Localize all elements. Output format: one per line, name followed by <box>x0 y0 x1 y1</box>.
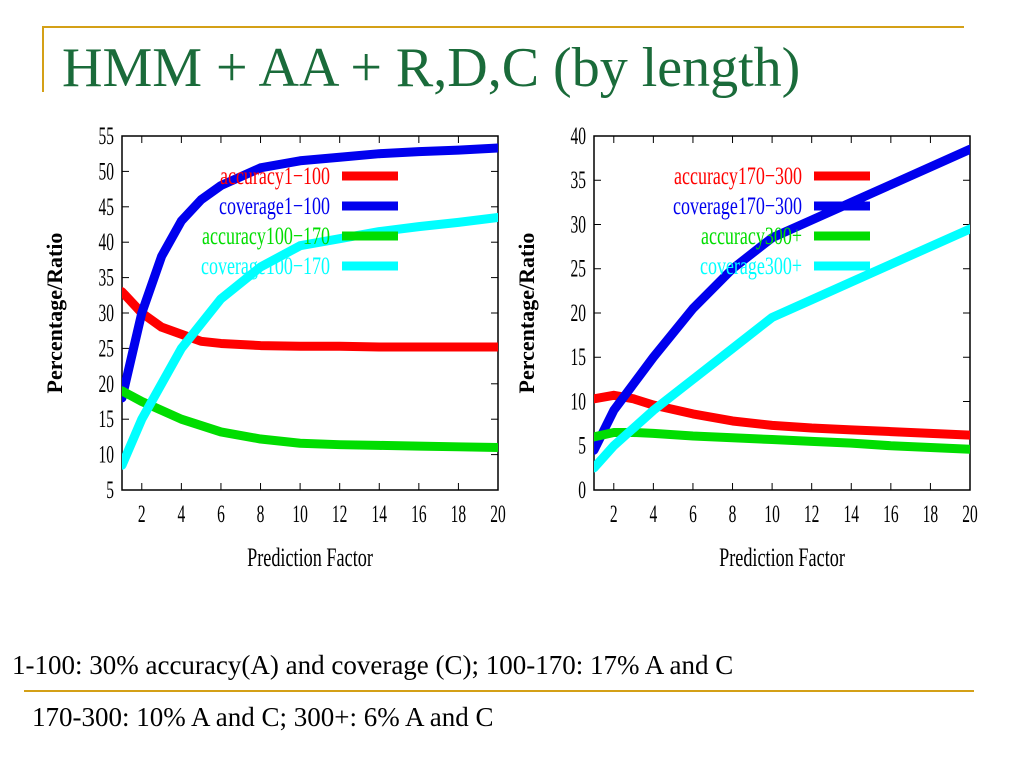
y-tick-label: 20 <box>99 370 114 398</box>
x-tick-label: 6 <box>689 500 697 528</box>
y-tick-label: 10 <box>571 388 586 416</box>
legend-label-accuracy1-100: accuracy1−100 <box>220 162 330 190</box>
legend-label-coverage170-300: coverage170−300 <box>673 192 802 220</box>
x-tick-label: 6 <box>217 500 225 528</box>
x-tick-label: 8 <box>257 500 265 528</box>
legend-label-coverage300-: coverage300+ <box>700 252 802 280</box>
y-tick-label: 35 <box>99 264 114 292</box>
y-tick-label: 55 <box>99 122 114 150</box>
y-tick-label: 5 <box>578 432 586 460</box>
y-tick-label: 0 <box>578 476 586 504</box>
legend-label-accuracy300-: accuracy300+ <box>701 222 802 250</box>
series-line-accuracy170-300 <box>594 390 970 440</box>
y-tick-label: 5 <box>106 476 114 504</box>
series-line-coverage100-170 <box>122 212 498 470</box>
x-tick-label: 14 <box>372 500 388 528</box>
y-tick-label: 30 <box>99 299 114 327</box>
y-tick-label: 30 <box>571 211 586 239</box>
legend-label-coverage1-100: coverage1−100 <box>219 192 330 220</box>
y-tick-label: 15 <box>99 406 114 434</box>
y-tick-label: 40 <box>571 122 586 150</box>
x-tick-label: 10 <box>764 500 779 528</box>
y-tick-label: 40 <box>99 229 114 257</box>
y-tick-label: 10 <box>99 441 114 469</box>
y-tick-label: 20 <box>571 299 586 327</box>
chart-length-170-plus: 0 5 10 15 20 25 30 35 40 2 4 6 8 10 12 14 16 18 20 Predicti… <box>514 122 978 572</box>
x-tick-label: 18 <box>451 500 466 528</box>
x-tick-label: 4 <box>649 500 657 528</box>
title-rule-left <box>42 26 44 92</box>
series-line-accuracy1-100 <box>122 287 498 352</box>
y-tick-label: 15 <box>571 344 586 372</box>
x-tick-label: 14 <box>844 500 860 528</box>
x-tick-label: 16 <box>883 500 898 528</box>
y-tick-label: 25 <box>571 255 586 283</box>
series-line-accuracy100-170 <box>122 386 498 453</box>
x-tick-label: 20 <box>962 500 977 528</box>
x-axis-label: Prediction Factor <box>719 543 845 572</box>
chart-length-1-170: 5 10 15 20 25 30 35 40 45 50 55 2 4 6 8 10 12 14 16 18 20 Pre… <box>42 122 506 572</box>
legend-label-accuracy100-170: accuracy100−170 <box>202 222 330 250</box>
caption-divider <box>24 690 974 692</box>
y-tick-label: 50 <box>99 158 114 186</box>
x-tick-label: 12 <box>804 500 819 528</box>
series-line-coverage300- <box>594 224 970 473</box>
x-tick-label: 8 <box>729 500 737 528</box>
x-axis-label: Prediction Factor <box>247 543 373 572</box>
legend-label-accuracy170-300: accuracy170−300 <box>674 162 802 190</box>
series-line-coverage1-100 <box>122 143 498 403</box>
x-tick-label: 20 <box>490 500 505 528</box>
y-tick-label: 45 <box>99 193 114 221</box>
x-tick-label: 10 <box>292 500 307 528</box>
x-tick-label: 12 <box>332 500 347 528</box>
series-line-coverage170-300 <box>594 144 970 455</box>
x-tick-label: 18 <box>923 500 938 528</box>
legend-label-coverage100-170: coverage100−170 <box>201 252 330 280</box>
y-axis-label: Percentage/Ratio <box>42 233 67 394</box>
y-tick-label: 35 <box>571 167 586 195</box>
caption-line-1: 1-100: 30% accuracy(A) and coverage (C);… <box>12 650 734 680</box>
y-tick-label: 25 <box>99 335 114 363</box>
caption-line-2: 170-300: 10% A and C; 300+: 6% A and C <box>32 702 494 732</box>
title-rule-top <box>42 26 964 28</box>
x-tick-label: 16 <box>411 500 426 528</box>
x-tick-label: 2 <box>610 500 618 528</box>
y-axis-label: Percentage/Ratio <box>514 233 539 394</box>
x-tick-label: 2 <box>138 500 146 528</box>
slide-title: HMM + AA + R,D,C (by length) <box>62 37 801 99</box>
x-tick-label: 4 <box>177 500 185 528</box>
